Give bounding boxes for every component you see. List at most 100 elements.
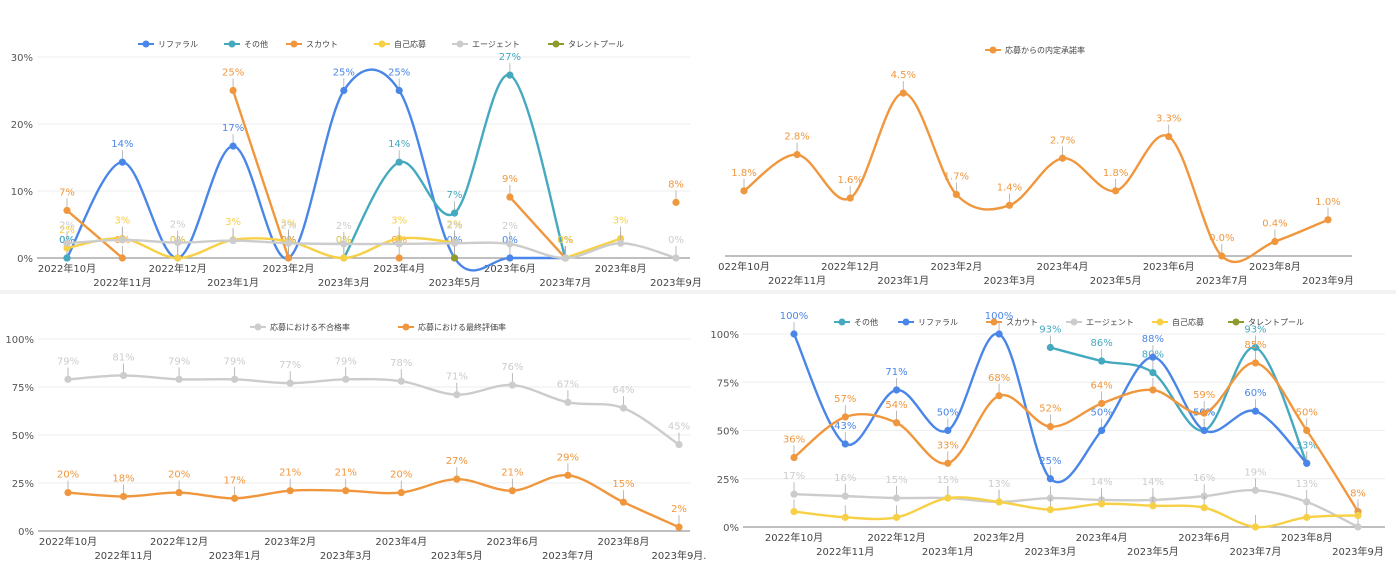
data-label: 13%: [1296, 479, 1318, 490]
data-label: 67%: [557, 379, 579, 390]
legend-swatch-dot: [142, 40, 150, 48]
data-label: 3%: [391, 216, 407, 227]
data-label: 7%: [447, 190, 463, 201]
data-label: 8%: [668, 179, 684, 190]
legend-label: スカウト: [1006, 318, 1038, 327]
data-point: [450, 254, 459, 262]
data-point: [1251, 407, 1260, 415]
data-point: [892, 419, 901, 427]
data-point: [506, 193, 514, 201]
legend-label: 応募からの内定承諾率: [1005, 45, 1085, 55]
data-point: [1005, 201, 1014, 209]
data-point: [1149, 386, 1157, 394]
data-point: [1046, 475, 1054, 483]
data-point: [506, 254, 514, 262]
data-label: 15%: [612, 479, 634, 490]
data-point: [1200, 426, 1208, 435]
x-tick-label: 2023年1月: [209, 549, 261, 562]
data-point: [944, 459, 952, 467]
data-point: [340, 254, 348, 262]
data-label: 25%: [388, 68, 410, 79]
data-point: [841, 413, 849, 421]
data-label: 13%: [988, 479, 1010, 490]
data-label: 52%: [1039, 404, 1061, 415]
data-point: [340, 86, 348, 95]
y-tick-label: 30%: [11, 53, 33, 64]
x-tick-label: 2023年5月: [1127, 545, 1179, 558]
x-tick-label: 022年10月: [718, 260, 770, 273]
data-label: 57%: [834, 394, 856, 405]
data-label: 14%: [1091, 477, 1113, 488]
data-point: [1058, 154, 1067, 162]
data-point: [1271, 237, 1279, 246]
data-point: [995, 498, 1003, 506]
data-label: 14%: [1142, 477, 1164, 488]
x-tick-label: 2022年11月: [93, 276, 151, 289]
data-point: [508, 487, 516, 495]
x-tick-label: 2023年7月: [1196, 274, 1248, 287]
x-tick-label: 2023年6月: [486, 535, 538, 548]
data-label: 3%: [114, 216, 130, 227]
data-point: [1165, 132, 1173, 141]
data-label: 20%: [390, 470, 412, 481]
x-tick-label: 2023年7月: [542, 549, 594, 562]
data-label: 2%: [447, 220, 463, 231]
data-label: 14%: [388, 139, 410, 150]
data-point: [790, 453, 798, 462]
data-label: 1.0%: [1315, 197, 1340, 208]
data-label: 43%: [834, 421, 856, 432]
x-tick-label: 2023年4月: [375, 535, 427, 548]
data-label: 71%: [446, 372, 468, 383]
data-point: [672, 254, 680, 262]
data-label: 100%: [985, 311, 1014, 322]
data-point: [899, 89, 907, 97]
data-label: 16%: [834, 473, 856, 484]
legend-label: その他: [244, 39, 268, 49]
data-label: 54%: [885, 400, 907, 411]
x-tick-label: 2022年11月: [768, 274, 826, 287]
data-label: 2%: [170, 220, 186, 231]
data-label: 79%: [57, 356, 79, 367]
y-tick-label: 0%: [17, 254, 33, 265]
x-tick-label: 2023年8月: [598, 535, 650, 548]
x-tick-label: 2023年2月: [264, 535, 316, 548]
data-label: 76%: [501, 362, 523, 373]
x-tick-label: 2023年7月: [539, 276, 591, 289]
channel-rate-chart: 0%10%20%30%2022年10月2022年11月2022年12月2023年…: [11, 39, 702, 289]
data-label: 8%: [1350, 489, 1366, 500]
x-tick-label: 2023年8月: [595, 262, 647, 275]
data-label: 19%: [1244, 467, 1266, 478]
legend-swatch-dot: [378, 40, 386, 48]
data-label: 20%: [168, 470, 190, 481]
data-point: [174, 238, 182, 247]
data-point: [1200, 409, 1208, 417]
data-point: [342, 487, 350, 495]
x-tick-label: 2023年5月: [431, 549, 483, 562]
data-label: 2%: [336, 221, 352, 232]
data-point: [790, 507, 798, 516]
legend-label: タレントプール: [568, 40, 624, 49]
legend-label: エージェント: [472, 40, 520, 49]
data-label: 0%: [557, 235, 573, 246]
data-point: [397, 377, 405, 385]
y-tick-label: 50%: [717, 427, 739, 438]
data-label: 7%: [59, 187, 75, 198]
data-point: [1251, 359, 1260, 367]
x-tick-label: 2023年2月: [930, 260, 982, 273]
data-label: 2%: [447, 220, 463, 231]
data-point: [284, 254, 293, 262]
legend-label: リファラル: [918, 318, 958, 327]
data-point: [790, 330, 798, 338]
data-label: 0%: [557, 235, 573, 246]
data-label: 0.4%: [1262, 219, 1287, 230]
data-point: [1200, 504, 1208, 512]
data-point: [508, 381, 516, 389]
series-line: [66, 474, 681, 529]
data-point: [118, 236, 126, 244]
data-label: 25%: [1039, 456, 1061, 467]
legend-label: 自己応募: [394, 39, 426, 49]
data-label: 14%: [111, 139, 133, 150]
data-label: 0%: [557, 235, 573, 246]
data-point: [1046, 506, 1054, 514]
